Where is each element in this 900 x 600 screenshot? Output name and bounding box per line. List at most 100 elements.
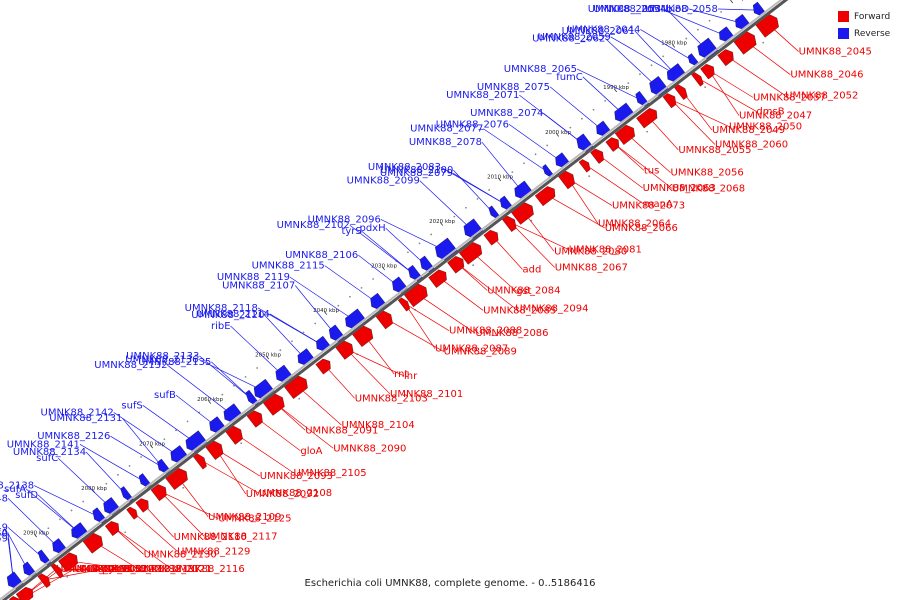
forward-gene-label: UMNK88_2121: [138, 564, 211, 575]
forward-gene-label: UMNK88_2130: [144, 549, 217, 560]
forward-gene-label: UMNK88_2085: [483, 305, 556, 316]
forward-gene-arrow: [673, 84, 688, 100]
map-caption: Escherichia coli UMNK88, complete genome…: [304, 578, 596, 589]
forward-gene-label: UMNK88_2140: [56, 564, 129, 575]
reverse-gene-label: UMNK88_2076: [436, 119, 509, 130]
forward-gene-label: gloA: [300, 446, 322, 457]
legend-item-reverse: Reverse: [838, 25, 898, 42]
forward-gene-arrow: [104, 521, 120, 537]
reverse-gene-label: UMNK88_2078: [409, 137, 482, 148]
reverse-gene-arrow: [37, 549, 52, 566]
reverse-swatch: [838, 28, 849, 39]
forward-gene-leader: [297, 385, 342, 426]
backbone-shadow: [0, 0, 783, 600]
forward-gene-label: UMNK88_2123: [103, 564, 176, 575]
forward-gene-arrow: [458, 242, 483, 265]
reverse-gene-label: UMNK88_2107: [222, 281, 295, 292]
forward-gene-label: UMNK88_2089: [444, 347, 517, 358]
axis-dot: [704, 86, 707, 89]
forward-gene-leader: [18, 568, 61, 600]
axis-dot: [488, 189, 491, 191]
reverse-gene-leader: [666, 8, 707, 50]
reverse-gene-label: UMNK88_2149: [0, 522, 8, 533]
forward-gene-label: UMNK88_2050: [729, 122, 802, 133]
reverse-gene-label: tyrS: [341, 226, 361, 237]
axis-dot: [182, 486, 185, 489]
forward-gene-arrow: [126, 506, 138, 520]
forward-gene-label: UMNK88_2109: [208, 512, 281, 523]
axis-tick-label: 2040 kbp: [313, 308, 339, 314]
forward-gene-label: UMNK88_2091: [305, 425, 378, 436]
forward-gene-leader: [113, 527, 172, 570]
axis-dot: [372, 278, 375, 280]
forward-gene-leader: [45, 568, 104, 581]
forward-gene-leader: [417, 293, 476, 334]
forward-gene-label: UMNK88_2081: [569, 245, 642, 256]
forward-gene-label: UMNK88_2049: [712, 125, 785, 136]
reverse-gene-leader: [211, 361, 252, 400]
reverse-gene-label: UMNK88_2136: [125, 354, 198, 365]
reverse-gene-leader: [79, 444, 145, 482]
forward-gene-label: UMNK88_2122: [88, 564, 161, 575]
forward-gene-label: UMNK88_2056: [671, 168, 744, 179]
forward-gene-label: UMNK88_2093: [260, 471, 333, 482]
reverse-gene-label: UMNK88_2075: [477, 82, 550, 93]
axis-dot: [314, 322, 317, 325]
forward-gene-arrow: [447, 256, 465, 274]
forward-gene-leader: [57, 568, 102, 571]
axis-dot: [256, 367, 259, 369]
reverse-gene-label: UMNK88_2062: [532, 33, 605, 44]
reverse-gene-leader: [7, 533, 29, 571]
reverse-gene-label: UMNK88_2131: [49, 413, 122, 424]
axis-dot: [762, 41, 765, 44]
axis-tick-label: 2050 kbp: [255, 352, 281, 358]
axis-tick-label: 2000 kbp: [545, 130, 571, 136]
axis-tick: [149, 444, 154, 449]
forward-gene-label: UMNK88_2092: [246, 489, 319, 500]
reverse-gene-label: UMNK88_2044: [567, 24, 640, 35]
reverse-gene-leader: [7, 532, 14, 582]
forward-gene-label: UMNK88_2103: [355, 393, 428, 404]
forward-gene-leader: [698, 78, 757, 112]
axis-tick: [729, 0, 734, 4]
reverse-gene-label: UMNK88_2114: [197, 309, 270, 320]
axis-tick: [323, 311, 328, 315]
forward-gene-label: UMNK88_2125: [218, 513, 291, 524]
forward-gene-leader: [746, 41, 791, 75]
forward-gene-leader: [160, 491, 219, 519]
reverse-gene-label: ribE: [211, 321, 231, 332]
forward-gene-label: UMNK88_2084: [487, 286, 560, 297]
reverse-gene-leader: [264, 314, 305, 359]
reverse-gene-leader: [199, 355, 252, 400]
axis-dot: [124, 531, 127, 534]
forward-gene-label: UMNK88_2129: [177, 546, 250, 557]
forward-gene-leader: [567, 178, 613, 206]
reverse-gene-label: UMNK88_2115: [252, 261, 325, 272]
axis-dot: [70, 509, 73, 512]
forward-gene-leader: [768, 24, 799, 52]
reverse-gene-leader: [175, 394, 217, 427]
reverse-gene-label: sufD: [15, 490, 38, 501]
reverse-gene-arrow: [555, 152, 570, 168]
forward-gene-arrow: [483, 229, 499, 246]
forward-gene-leader: [726, 56, 786, 96]
forward-gene-label: UMNK88_2067: [555, 263, 628, 274]
forward-gene-arrow: [135, 498, 149, 513]
reverse-gene-leader: [660, 8, 726, 36]
forward-gene-leader: [385, 318, 444, 352]
axis-dot: [407, 251, 409, 254]
legend: Forward Reverse: [838, 8, 898, 42]
reverse-gene-arrow: [596, 120, 612, 137]
forward-gene-arrow: [397, 297, 410, 312]
forward-gene-label: pyk: [102, 564, 120, 575]
forward-swatch: [838, 11, 849, 22]
reverse-gene-label: UMNK88_2138: [0, 481, 34, 492]
reverse-gene-label: UMNK88_2083: [368, 162, 441, 173]
forward-gene-label: dmsB: [756, 106, 784, 117]
reverse-gene-label: UMNK88_2132: [94, 360, 167, 371]
forward-gene-arrow: [691, 72, 704, 87]
axis-dot: [349, 295, 351, 298]
axis-tick: [671, 44, 676, 48]
axis-dot: [708, 19, 711, 22]
forward-gene-leader: [626, 133, 671, 173]
